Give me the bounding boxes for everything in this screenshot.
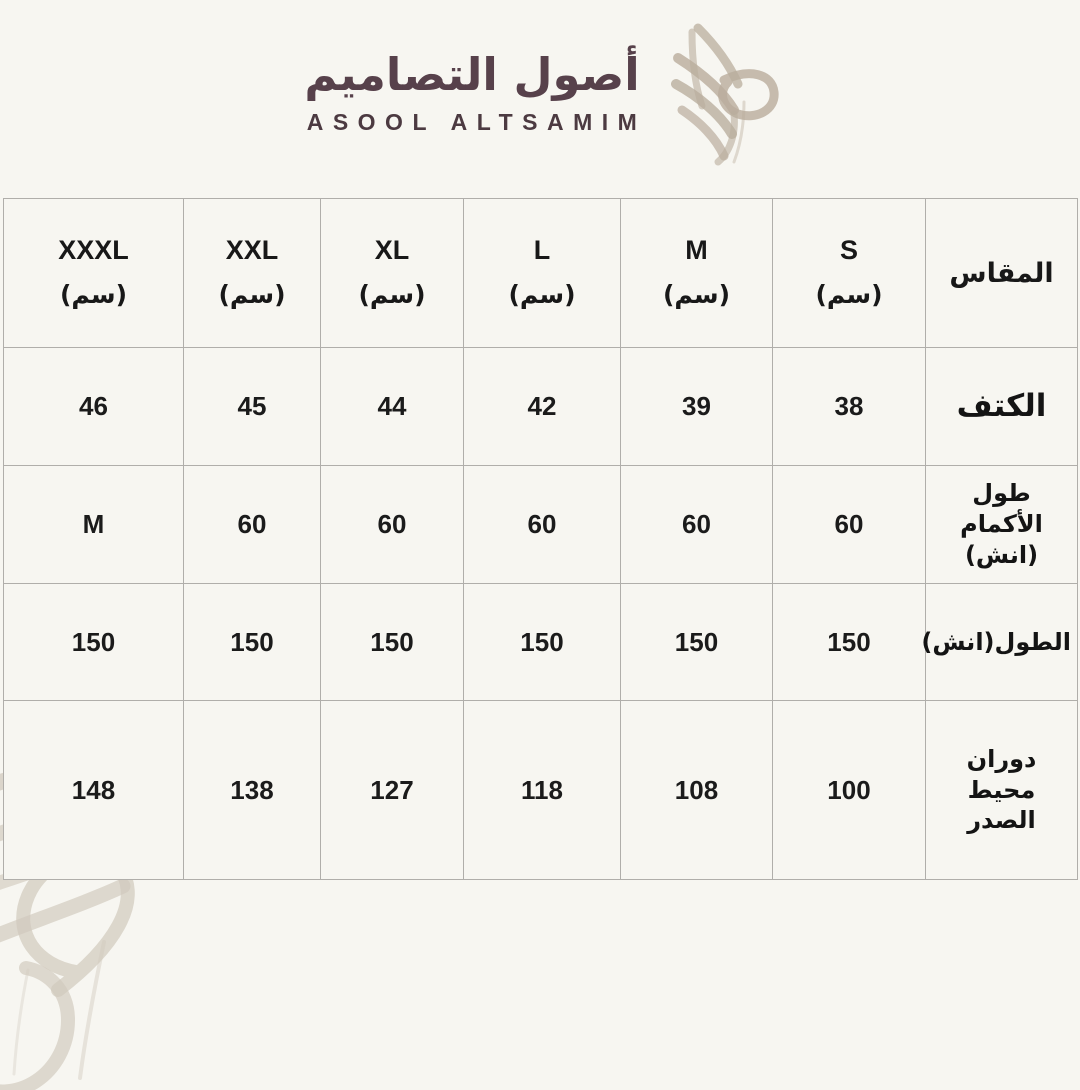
- cell-length-l: 150: [463, 583, 621, 701]
- cell-length-s: 150: [772, 583, 926, 701]
- brand-header: أصول التصاميم ASOOL ALTSAMIM: [0, 0, 1080, 198]
- cell-sleeve-s: 60: [772, 465, 926, 584]
- cell-sleeve-xxxl: M: [3, 465, 184, 584]
- cell-shoulder-xxl: 45: [183, 347, 321, 466]
- cell-shoulder-m: 39: [620, 347, 773, 466]
- header-unit-m: (سم): [662, 280, 731, 309]
- header-unit-xxxl: (سم): [59, 280, 128, 309]
- table-row: دوران محيط الصدر 100 108 118 127 138 148: [3, 700, 1078, 880]
- table-row: الطول(انش) 150 150 150 150 150 150: [3, 583, 1078, 701]
- cell-length-xxl: 150: [183, 583, 321, 701]
- header-size-label-text: المقاس: [949, 257, 1054, 289]
- cell-chest-s: 100: [772, 700, 926, 880]
- table-header-row: المقاس S (سم) M (سم) L (سم) XL (سم): [3, 198, 1078, 348]
- table-row: طول الأكمام (انش) 60 60 60 60 60 M: [3, 465, 1078, 584]
- cell-sleeve-m: 60: [620, 465, 773, 584]
- cell-sleeve-l: 60: [463, 465, 621, 584]
- cell-sleeve-xl: 60: [320, 465, 464, 584]
- calligraphy-ribbon-icon: [671, 23, 779, 166]
- cell-shoulder-l: 42: [463, 347, 621, 466]
- cell-chest-xxl: 138: [183, 700, 321, 880]
- header-label-m: M: [685, 235, 708, 265]
- header-unit-l: (سم): [508, 280, 576, 309]
- cell-chest-xxxl: 148: [3, 700, 184, 880]
- cell-shoulder-xxxl: 46: [3, 347, 184, 466]
- header-label-s: S: [839, 235, 858, 265]
- header-label-l: L: [533, 235, 551, 265]
- brand-arabic-name: أصول التصاميم: [304, 47, 640, 101]
- cell-sleeve-xxl: 60: [183, 465, 321, 584]
- cell-length-m: 150: [620, 583, 773, 701]
- header-unit-xxl: (سم): [218, 280, 286, 309]
- table-row: الكتف 38 39 42 44 45 46: [3, 347, 1078, 466]
- brand-latin-name: ASOOL ALTSAMIM: [306, 109, 647, 136]
- cell-shoulder-s: 38: [772, 347, 926, 466]
- header-unit-s: (سم): [815, 280, 883, 309]
- header-cell-size-label: المقاس: [925, 198, 1078, 348]
- size-chart-table: المقاس S (سم) M (سم) L (سم) XL (سم): [3, 198, 1078, 880]
- cell-chest-xl: 127: [320, 700, 464, 880]
- cell-shoulder-xl: 44: [320, 347, 464, 466]
- row-label-length: الطول(انش): [921, 583, 1078, 701]
- header-cell-xxl: XXL (سم): [183, 198, 321, 348]
- size-chart-container: المقاس S (سم) M (سم) L (سم) XL (سم): [3, 198, 1078, 880]
- header-label-xl: XL: [374, 235, 410, 265]
- row-label-chest-circumference: دوران محيط الصدر: [925, 700, 1078, 880]
- header-label-xxxl: XXXL: [58, 235, 129, 265]
- header-cell-s: S (سم): [772, 198, 926, 348]
- header-label-xxl: XXL: [225, 235, 279, 265]
- header-cell-m: M (سم): [620, 198, 773, 348]
- header-cell-xl: XL (سم): [320, 198, 464, 348]
- row-label-sleeve-length: طول الأكمام (انش): [925, 465, 1078, 584]
- cell-chest-m: 108: [620, 700, 773, 880]
- header-cell-l: L (سم): [463, 198, 621, 348]
- header-unit-xl: (سم): [358, 280, 426, 309]
- header-cell-xxxl: XXXL (سم): [3, 198, 184, 348]
- row-label-shoulder: الكتف: [925, 347, 1078, 466]
- cell-length-xxxl: 150: [3, 583, 184, 701]
- cell-length-xl: 150: [320, 583, 464, 701]
- cell-chest-l: 118: [463, 700, 621, 880]
